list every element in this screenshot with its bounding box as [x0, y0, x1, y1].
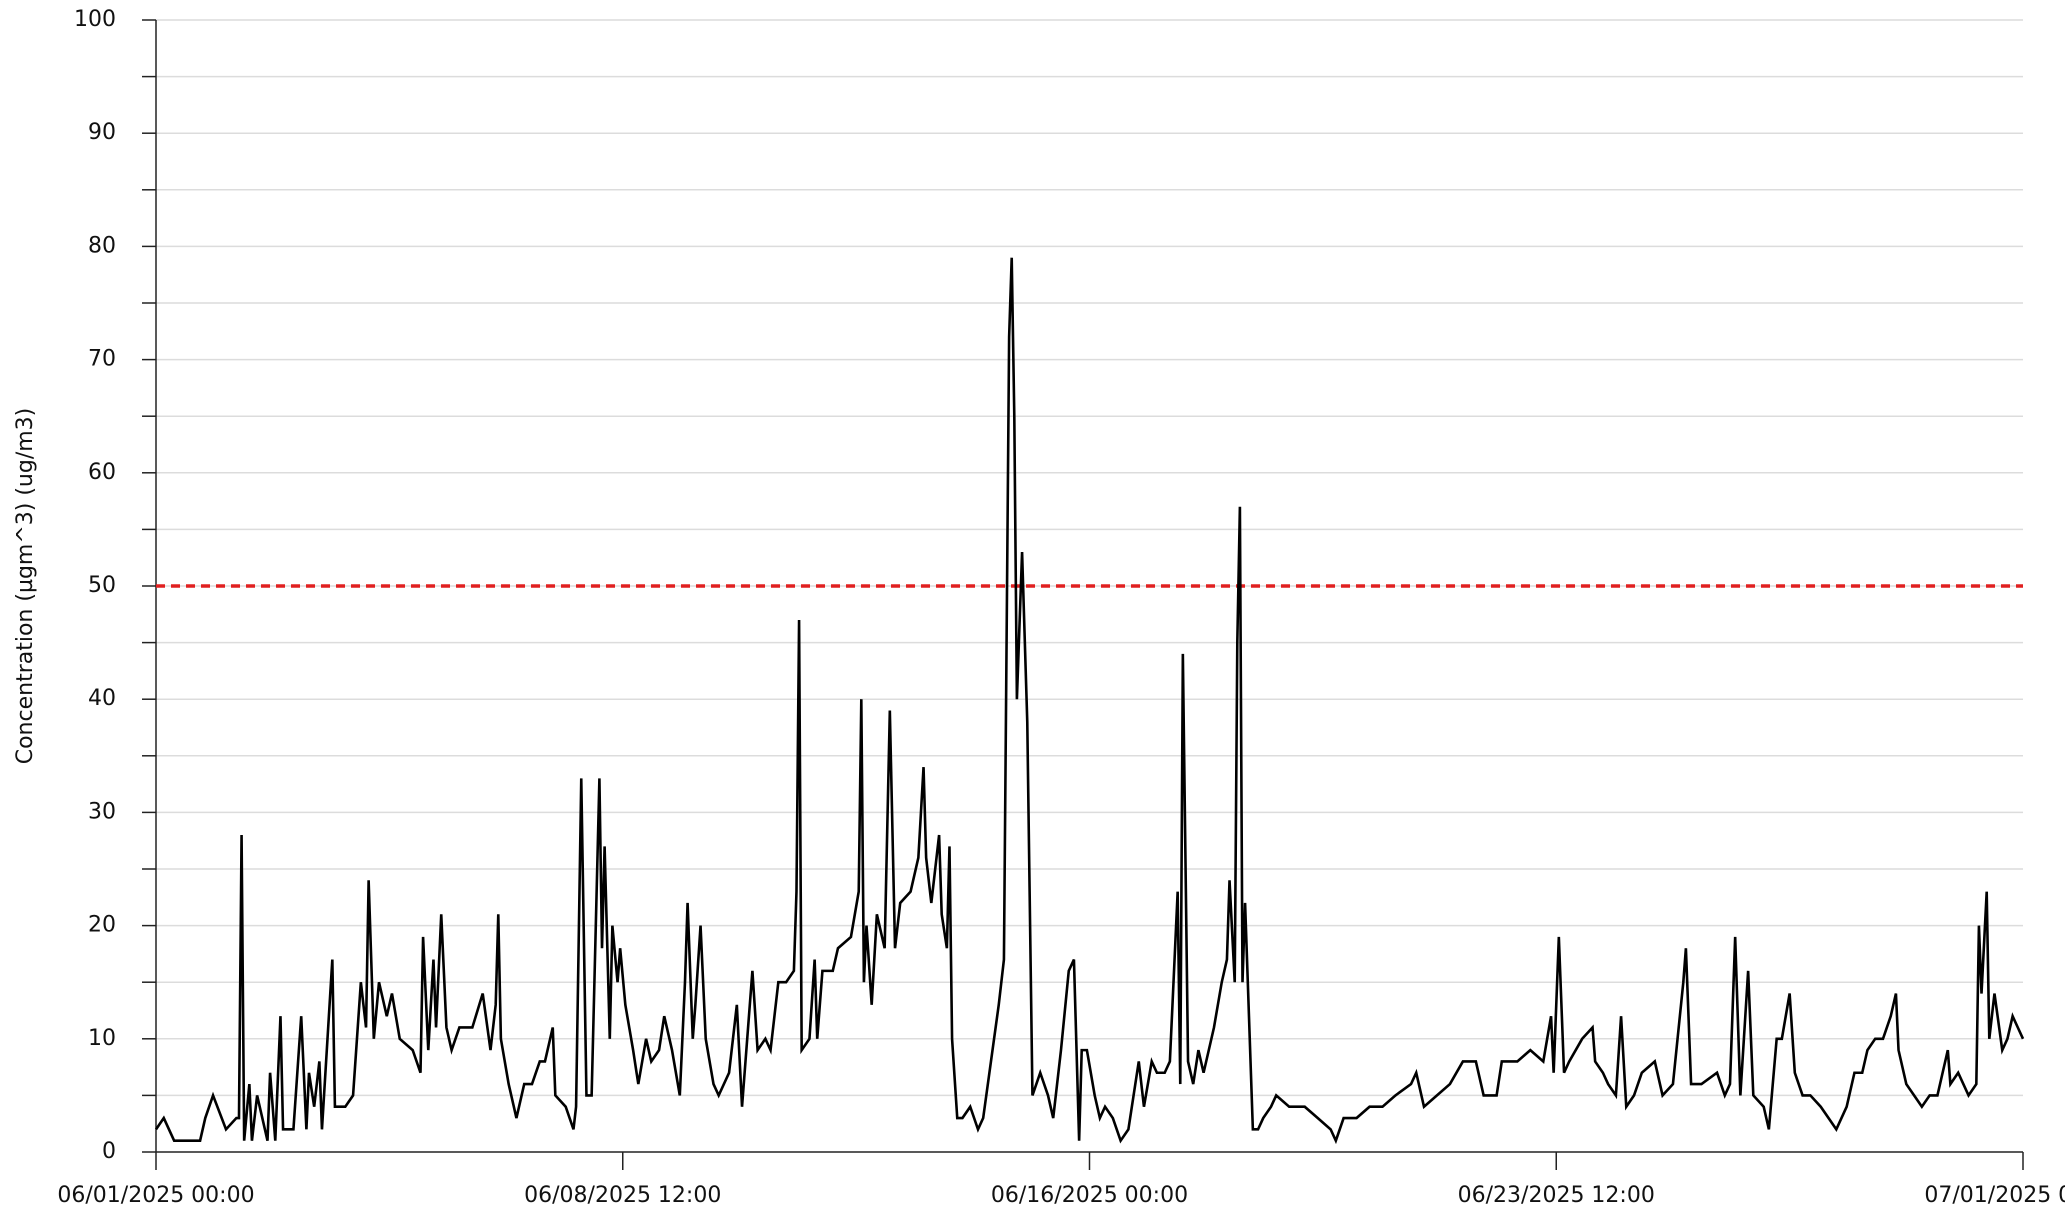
x-tick-label: 06/16/2025 00:00	[991, 1183, 1188, 1208]
y-tick-label: 50	[88, 573, 116, 598]
y-axis-label: Concentration (µgm^3) (ug/m3)	[13, 408, 38, 765]
y-tick-label: 100	[74, 7, 116, 32]
data-line	[154, 257, 2025, 1145]
y-tick-label: 0	[102, 1139, 116, 1164]
y-tick-label: 40	[88, 686, 116, 711]
y-tick-label: 20	[88, 913, 116, 938]
y-tick-label: 10	[88, 1026, 116, 1051]
y-tick-label: 70	[88, 347, 116, 372]
x-tick-label: 06/01/2025 00:00	[57, 1183, 254, 1208]
y-tick-label: 90	[88, 120, 116, 145]
y-tick-label: 80	[88, 233, 116, 258]
x-tick-label: 06/23/2025 12:00	[1458, 1183, 1655, 1208]
y-tick-label: 60	[88, 460, 116, 485]
x-tick-label: 06/08/2025 12:00	[524, 1183, 721, 1208]
y-tick-label: 30	[88, 799, 116, 824]
x-tick-label: 07/01/2025 00:00	[1924, 1183, 2065, 1208]
